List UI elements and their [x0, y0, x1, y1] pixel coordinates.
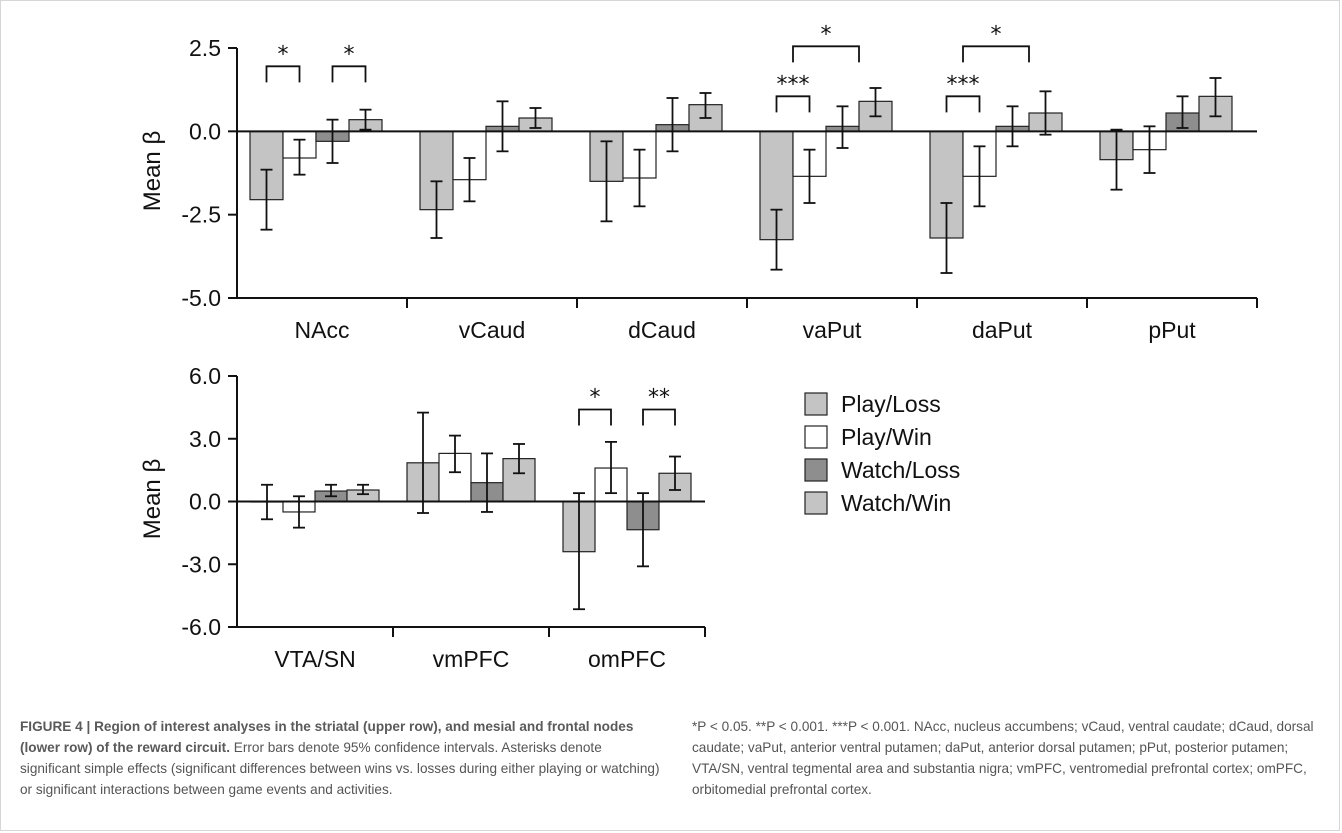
- y-tick-label: -3.0: [181, 551, 221, 577]
- significance-label: **: [648, 385, 670, 410]
- caption-footnote: *P < 0.05. **P < 0.001. ***P < 0.001. NA…: [692, 719, 1314, 797]
- y-tick-label: 0.0: [189, 489, 221, 515]
- significance-bracket: [265, 65, 301, 83]
- top-y-axis-label: Mean β: [139, 131, 166, 212]
- charts-svg: Mean β 2.5 0.0 -2.5 -5.0 NAcc vCaud dCaud vaPut…: [139, 22, 1258, 672]
- significance-label: *: [991, 22, 1002, 47]
- legend-label: Play/Win: [841, 424, 932, 450]
- caption-figure-label: FIGURE 4 |: [20, 719, 91, 734]
- y-tick-label: 0.0: [189, 118, 221, 144]
- significance-label: *: [590, 385, 601, 410]
- category-label: pPut: [1148, 317, 1196, 343]
- significance-label: *: [821, 22, 832, 47]
- bottom-chart: Mean β 6.0 3.0 0.0 -3.0 -6.0 VTA/SN vmPFC omPFC…: [139, 363, 706, 672]
- significance-label: *: [278, 42, 289, 67]
- y-tick-label: 2.5: [189, 35, 221, 61]
- significance-bracket: [962, 45, 1030, 63]
- category-label: daPut: [972, 317, 1033, 343]
- y-tick-label: 3.0: [189, 426, 221, 452]
- significance-label: ***: [947, 72, 980, 97]
- y-tick-label: 6.0: [189, 363, 221, 389]
- significance-label: ***: [777, 72, 810, 97]
- caption-main: FIGURE 4 | Region of interest analyses i…: [20, 716, 660, 800]
- significance-bracket: [792, 45, 860, 63]
- category-label: vmPFC: [433, 646, 510, 672]
- y-tick-label: -2.5: [181, 202, 221, 228]
- legend-swatch: [804, 491, 828, 515]
- legend-label: Watch/Win: [841, 490, 951, 516]
- y-tick-label: -6.0: [181, 614, 221, 640]
- category-label: omPFC: [588, 646, 666, 672]
- legend-swatch: [804, 458, 828, 482]
- legend-swatch: [804, 425, 828, 449]
- caption-body: Error bars denote 95% confidence interva…: [20, 740, 660, 797]
- caption-figure-title: Region of interest analyses in the stria…: [20, 719, 634, 755]
- significance-bracket: [331, 65, 367, 83]
- significance-bracket: [642, 408, 676, 426]
- y-tick-label: -5.0: [181, 285, 221, 311]
- legend-label: Play/Loss: [841, 391, 941, 417]
- caption-title: FIGURE 4 | Region of interest analyses i…: [20, 719, 633, 755]
- category-label: dCaud: [628, 317, 696, 343]
- significance-label: *: [344, 42, 355, 67]
- category-label: NAcc: [295, 317, 350, 343]
- significance-bracket: [775, 95, 811, 113]
- significance-bracket: [578, 408, 612, 426]
- significance-bracket: [945, 95, 981, 113]
- top-chart: Mean β 2.5 0.0 -2.5 -5.0 NAcc vCaud dCaud vaPut…: [139, 22, 1258, 343]
- bottom-y-axis-label: Mean β: [139, 459, 166, 540]
- legend-swatch: [804, 392, 828, 416]
- legend: Play/Loss Play/Win Watch/Loss Watch/Win: [804, 391, 960, 516]
- category-label: vCaud: [459, 317, 525, 343]
- category-label: vaPut: [803, 317, 862, 343]
- legend-label: Watch/Loss: [841, 457, 960, 483]
- category-label: VTA/SN: [274, 646, 355, 672]
